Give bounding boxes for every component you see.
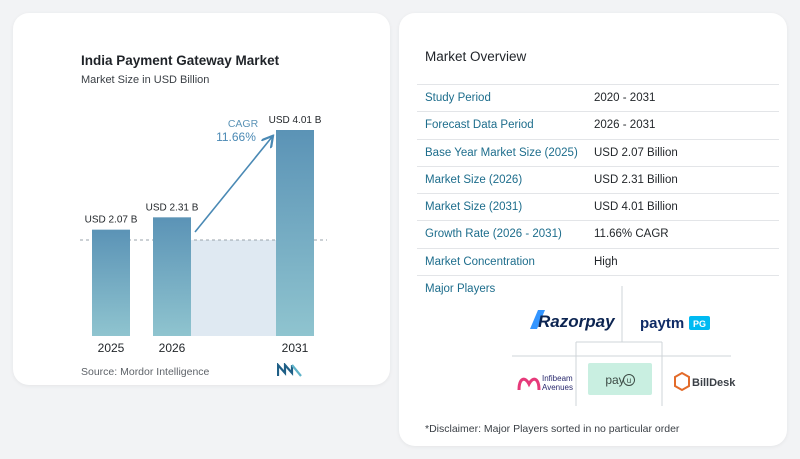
razorpay-text: Razorpay bbox=[538, 312, 616, 331]
overview-value: 2020 - 2031 bbox=[594, 92, 656, 104]
disclaimer-text: *Disclaimer: Major Players sorted in no … bbox=[425, 423, 680, 435]
overview-value: 11.66% CAGR bbox=[594, 228, 669, 241]
bar-2026 bbox=[153, 217, 191, 336]
billdesk-logo: BillDesk bbox=[674, 371, 736, 392]
infibeam-line1: Infibeam bbox=[542, 374, 573, 383]
major-players-title: Major Players bbox=[425, 283, 496, 295]
overview-value: USD 2.07 Billion bbox=[594, 146, 678, 159]
infibeam-logo: Infibeam Avenues bbox=[517, 374, 573, 392]
payu-tile bbox=[588, 363, 652, 395]
billdesk-text: BillDesk bbox=[692, 377, 736, 389]
overview-row: Growth Rate (2026 - 2031) 11.66% CAGR bbox=[417, 221, 779, 249]
overview-label: Forecast Data Period bbox=[425, 119, 534, 132]
overview-label: Market Size (2026) bbox=[425, 173, 523, 186]
overview-table: Study Period 2020 - 2031 Forecast Data P… bbox=[417, 84, 779, 277]
x-tick-label: 2031 bbox=[282, 341, 309, 355]
paytm-pg-badge bbox=[689, 316, 710, 330]
bar-2025 bbox=[92, 229, 130, 336]
infibeam-line2: Avenues bbox=[542, 383, 573, 392]
overview-row: Base Year Market Size (2025) USD 2.07 Bi… bbox=[417, 140, 779, 167]
overview-title: Market Overview bbox=[425, 49, 527, 64]
cagr-arrow bbox=[194, 137, 272, 233]
razorpay-mark-icon bbox=[530, 310, 545, 329]
chart-title: India Payment Gateway Market bbox=[81, 53, 280, 68]
bar-2031 bbox=[276, 130, 314, 336]
overview-row: Study Period 2020 - 2031 bbox=[417, 84, 779, 113]
bar-value-label: USD 2.07 B bbox=[85, 215, 138, 226]
overview-value: High bbox=[594, 255, 618, 268]
razorpay-logo: Razorpay bbox=[530, 310, 616, 331]
infibeam-mark-icon bbox=[517, 377, 541, 391]
payu-logo: pay u bbox=[588, 363, 652, 395]
paytm-text: paytm bbox=[640, 315, 684, 332]
overview-row: Market Concentration High bbox=[417, 249, 779, 277]
overview-value: USD 4.01 Billion bbox=[594, 201, 678, 214]
x-tick-label: 2026 bbox=[159, 341, 186, 355]
bars-group bbox=[92, 130, 314, 336]
bar-value-label: USD 2.31 B bbox=[146, 202, 199, 213]
overview-label: Base Year Market Size (2025) bbox=[425, 146, 578, 159]
billdesk-mark-icon bbox=[674, 371, 690, 392]
cagr-band bbox=[191, 240, 276, 336]
bar-value-label: USD 4.01 B bbox=[269, 115, 322, 126]
payu-badge-text: u bbox=[627, 376, 631, 385]
cagr-value: 11.66% bbox=[216, 130, 256, 144]
source-text: Source: Mordor Intelligence bbox=[81, 366, 210, 378]
overview-label: Market Size (2031) bbox=[425, 201, 523, 214]
paytm-pg-text: PG bbox=[693, 319, 706, 329]
overview-value: 2026 - 2031 bbox=[594, 119, 656, 132]
overview-label: Study Period bbox=[425, 92, 491, 104]
bar-labels-group: USD 2.07 B USD 2.31 B USD 4.01 B bbox=[85, 115, 322, 226]
chart-subtitle: Market Size in USD Billion bbox=[81, 74, 210, 86]
overview-row: Forecast Data Period 2026 - 2031 bbox=[417, 112, 779, 140]
major-players-grid: Razorpay paytm PG Infibeam Avenues pay u… bbox=[512, 286, 736, 406]
payu-text: pay bbox=[605, 373, 624, 387]
payu-badge-icon bbox=[623, 374, 635, 386]
overview-row: Market Size (2031) USD 4.01 Billion bbox=[417, 194, 779, 222]
paytm-logo: paytm PG bbox=[640, 315, 710, 332]
overview-label: Market Concentration bbox=[425, 255, 535, 268]
x-ticks-group: 2025 2026 2031 bbox=[98, 341, 309, 355]
overview-label: Growth Rate (2026 - 2031) bbox=[425, 228, 562, 241]
overview-row: Market Size (2026) USD 2.31 Billion bbox=[417, 167, 779, 195]
cagr-label: CAGR bbox=[228, 118, 259, 130]
x-tick-label: 2025 bbox=[98, 341, 125, 355]
overview-value: USD 2.31 Billion bbox=[594, 173, 678, 186]
mordor-logo-icon bbox=[277, 363, 302, 377]
